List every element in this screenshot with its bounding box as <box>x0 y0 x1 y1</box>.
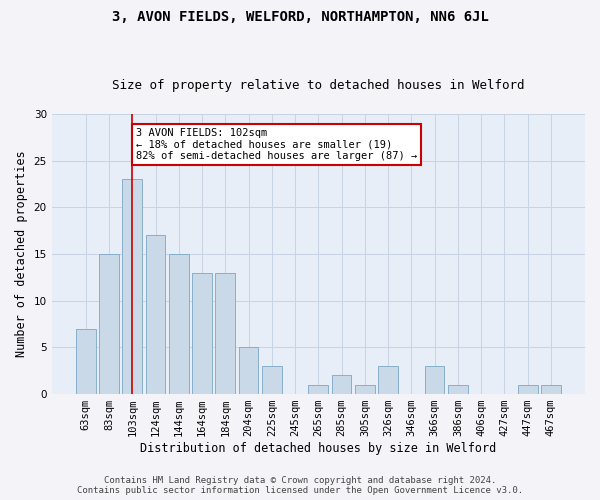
Bar <box>425 366 445 394</box>
Bar <box>99 254 119 394</box>
Bar <box>122 180 142 394</box>
Bar <box>262 366 282 394</box>
Bar <box>76 328 95 394</box>
Bar <box>146 236 166 394</box>
Bar <box>169 254 188 394</box>
Bar <box>332 376 352 394</box>
Bar <box>378 366 398 394</box>
Text: 3 AVON FIELDS: 102sqm
← 18% of detached houses are smaller (19)
82% of semi-deta: 3 AVON FIELDS: 102sqm ← 18% of detached … <box>136 128 417 161</box>
Bar <box>518 384 538 394</box>
Bar <box>215 272 235 394</box>
Title: Size of property relative to detached houses in Welford: Size of property relative to detached ho… <box>112 79 524 92</box>
Text: 3, AVON FIELDS, WELFORD, NORTHAMPTON, NN6 6JL: 3, AVON FIELDS, WELFORD, NORTHAMPTON, NN… <box>112 10 488 24</box>
Bar <box>308 384 328 394</box>
Bar <box>541 384 561 394</box>
Bar <box>448 384 468 394</box>
Bar <box>239 348 259 394</box>
Y-axis label: Number of detached properties: Number of detached properties <box>15 150 28 358</box>
Bar <box>192 272 212 394</box>
Text: Contains HM Land Registry data © Crown copyright and database right 2024.
Contai: Contains HM Land Registry data © Crown c… <box>77 476 523 495</box>
X-axis label: Distribution of detached houses by size in Welford: Distribution of detached houses by size … <box>140 442 496 455</box>
Bar <box>355 384 375 394</box>
